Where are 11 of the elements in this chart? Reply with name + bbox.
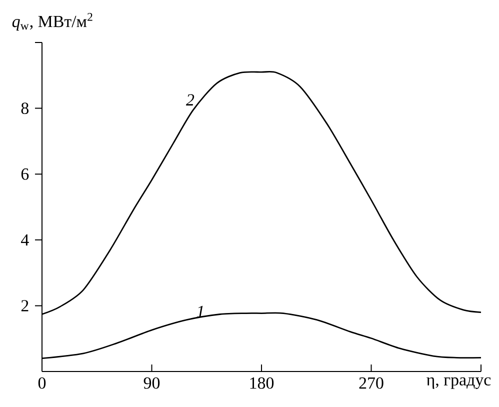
annotation: 2: [186, 94, 194, 106]
y-axis-title: q$_{w}$, МВт/м$^{2}$: [12, 12, 92, 31]
y-tick-label: 2: [21, 300, 28, 312]
x-tick-label: 180: [250, 377, 274, 389]
x-tick-label: 90: [144, 377, 160, 389]
y-tick-label: 4: [21, 234, 29, 246]
x-axis-title: η, градус: [426, 377, 491, 389]
y-tick-label: 6: [21, 168, 29, 180]
y-tick-label: 8: [21, 102, 29, 114]
x-tick-label: 0: [38, 377, 46, 389]
x-tick-label: 270: [359, 377, 384, 389]
